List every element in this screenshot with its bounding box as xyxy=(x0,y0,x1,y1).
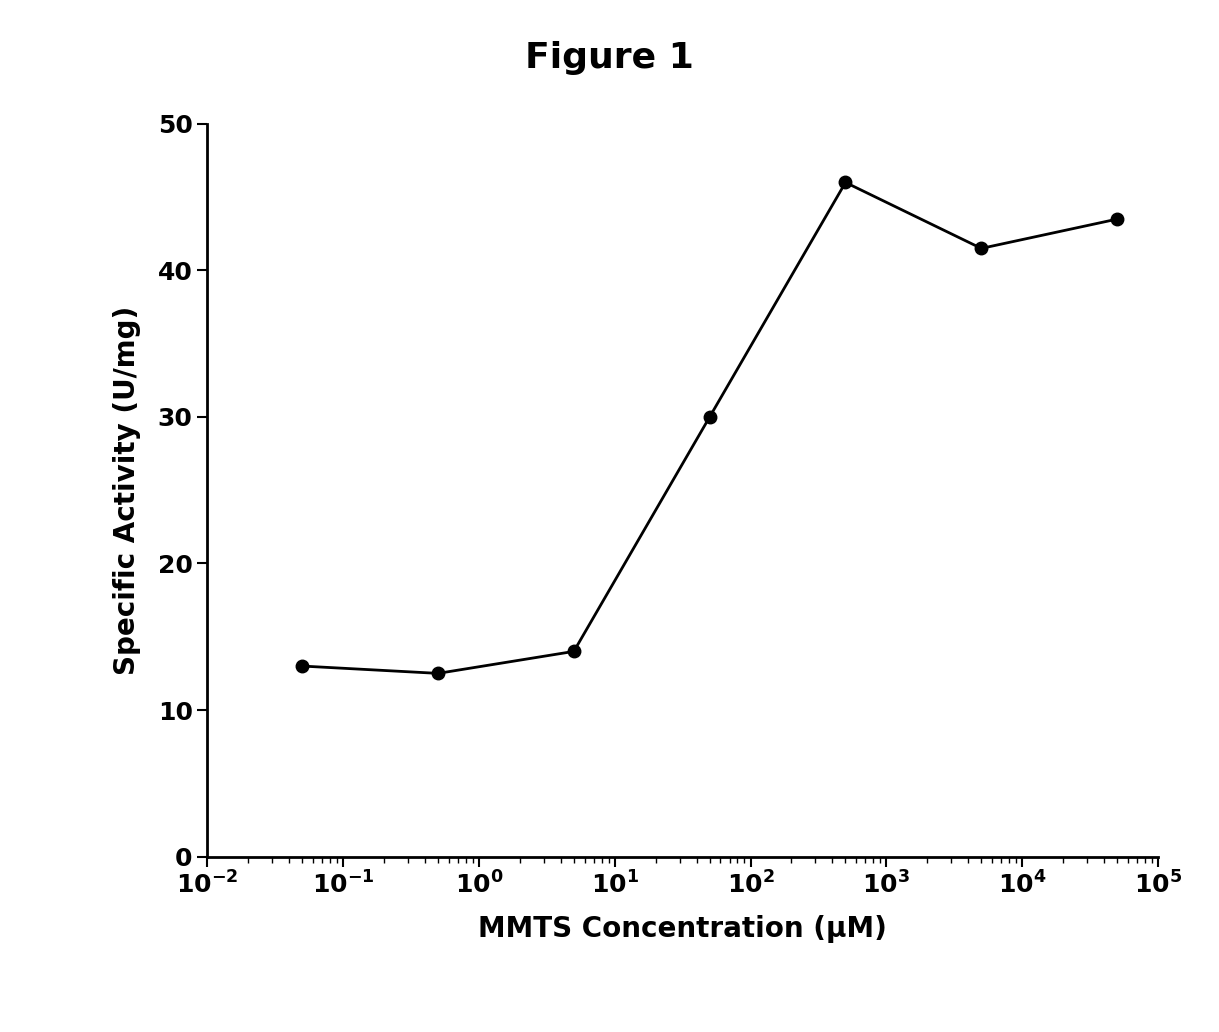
Text: Figure 1: Figure 1 xyxy=(525,41,694,75)
X-axis label: MMTS Concentration (μM): MMTS Concentration (μM) xyxy=(478,915,887,943)
Y-axis label: Specific Activity (U/mg): Specific Activity (U/mg) xyxy=(113,305,141,675)
